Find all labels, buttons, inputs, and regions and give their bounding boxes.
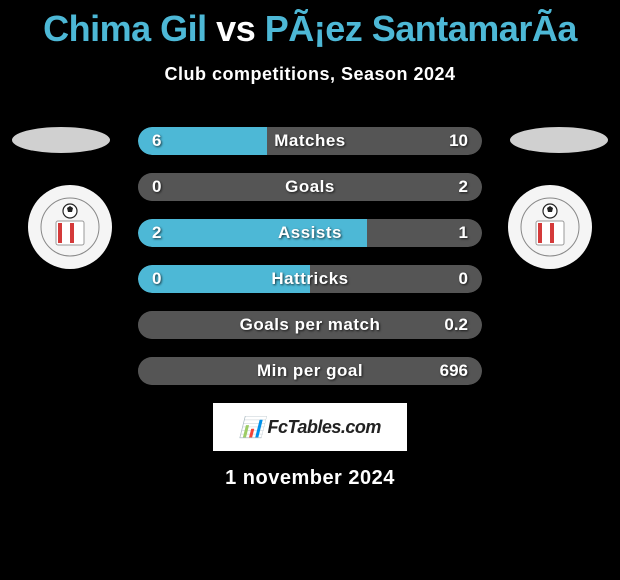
stat-row: 610Matches [138, 127, 482, 155]
player2-club-crest [508, 185, 592, 269]
player1-club-crest [28, 185, 112, 269]
vs-text: vs [216, 8, 255, 49]
brand-logo: 📊 FcTables.com [213, 403, 407, 451]
stat-label: Min per goal [138, 357, 482, 385]
stat-row: 21Assists [138, 219, 482, 247]
comparison-panel: 610Matches 02Goals 21Assists 00Hattricks 0.2… [0, 127, 620, 385]
brand-icon: 📊 [239, 415, 263, 440]
stat-row: 00Hattricks [138, 265, 482, 293]
right-ellipse-decoration [510, 127, 608, 153]
stat-label: Hattricks [138, 265, 482, 293]
left-ellipse-decoration [12, 127, 110, 153]
subtitle: Club competitions, Season 2024 [0, 64, 620, 85]
stat-row: 696Min per goal [138, 357, 482, 385]
brand-text: FcTables.com [268, 417, 381, 438]
stat-label: Goals [138, 173, 482, 201]
stat-label: Goals per match [138, 311, 482, 339]
stat-bars: 610Matches 02Goals 21Assists 00Hattricks 0.2… [138, 127, 482, 385]
page-title: Chima Gil vs PÃ¡ez SantamarÃ­a [0, 0, 620, 50]
stat-label: Matches [138, 127, 482, 155]
stat-row: 02Goals [138, 173, 482, 201]
footer-date: 1 november 2024 [0, 467, 620, 490]
stat-row: 0.2Goals per match [138, 311, 482, 339]
stat-label: Assists [138, 219, 482, 247]
player1-name: Chima Gil [43, 8, 207, 49]
player2-name: PÃ¡ez SantamarÃ­a [265, 8, 577, 49]
